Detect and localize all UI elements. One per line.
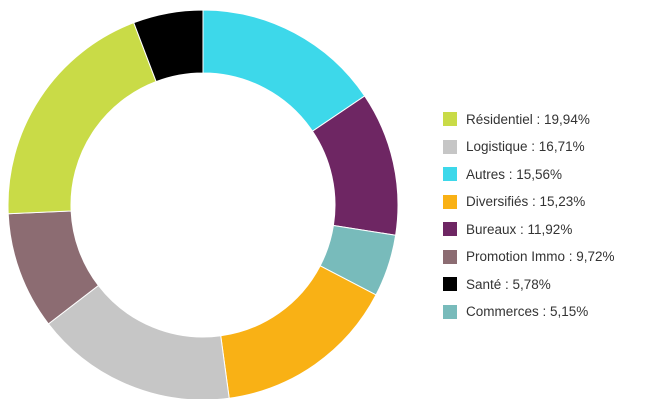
legend-label: Logistique : 16,71% — [466, 139, 585, 154]
legend-label: Résidentiel : 19,94% — [466, 111, 590, 127]
legend-item-logistique: Logistique : 16,71% — [443, 136, 615, 158]
legend-item-residentiel: Résidentiel : 19,94% — [443, 108, 615, 130]
legend-swatch — [443, 194, 457, 209]
legend-item-autres: Autres : 15,56% — [443, 163, 615, 185]
legend-label: Autres : 15,56% — [466, 166, 563, 182]
legend-label: Diversifiés : 15,23% — [466, 194, 586, 209]
legend-swatch — [443, 167, 457, 181]
legend-item-commerces: Commerces : 5,15% — [443, 301, 615, 323]
legend-item-bureaux: Bureaux : 11,92% — [443, 218, 615, 240]
donut-slice-sante — [133, 9, 204, 83]
donut-slice-residentiel — [7, 22, 157, 215]
legend-swatch — [443, 222, 457, 236]
legend-swatch — [443, 139, 457, 154]
legend-swatch — [443, 304, 457, 319]
legend-label: Santé : 5,78% — [466, 276, 551, 292]
legend-item-diversifies: Diversifiés : 15,23% — [443, 191, 615, 213]
legend-swatch — [443, 249, 457, 264]
donut-slice-diversifies — [220, 265, 377, 399]
chart-legend: Résidentiel : 19,94% Logistique : 16,71%… — [443, 108, 615, 328]
legend-label: Promotion Immo : 9,72% — [466, 249, 615, 264]
legend-swatch — [443, 112, 457, 126]
legend-label: Commerces : 5,15% — [466, 304, 589, 319]
donut-chart — [7, 9, 399, 399]
legend-swatch — [443, 277, 457, 291]
legend-item-sante: Santé : 5,78% — [443, 273, 615, 295]
legend-label: Bureaux : 11,92% — [466, 221, 573, 237]
legend-item-promotion-immo: Promotion Immo : 9,72% — [443, 246, 615, 268]
